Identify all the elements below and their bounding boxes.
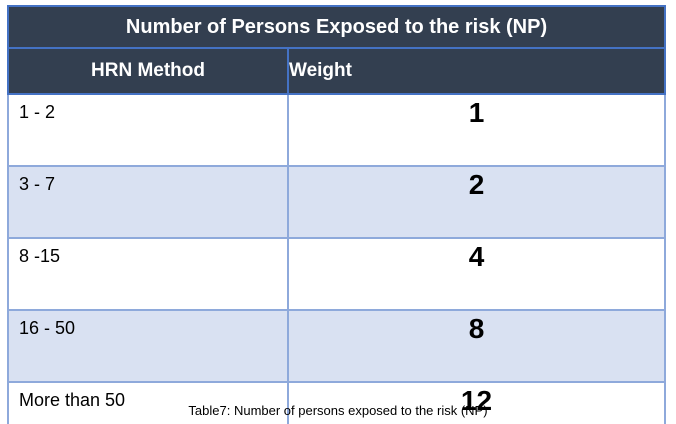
- table-row: 16 - 50 8: [7, 309, 667, 383]
- table-caption: Table7: Number of persons exposed to the…: [188, 403, 488, 418]
- table-row: 8 -15 4: [7, 237, 667, 311]
- column-header-hrn-method: HRN Method: [7, 47, 289, 95]
- table-header-row: HRN Method Weight: [7, 47, 667, 95]
- hrn-method-value: More than 50: [7, 381, 289, 424]
- weight-value: 1: [286, 93, 667, 167]
- weight-value: 8: [286, 309, 667, 383]
- weight-value: 4: [286, 237, 667, 311]
- weight-value: 12: [286, 381, 667, 424]
- hrn-method-value: 8 -15: [7, 237, 289, 311]
- hrn-method-value: 16 - 50: [7, 309, 289, 383]
- hrn-method-value: 1 - 2: [7, 93, 289, 167]
- weight-value: 2: [286, 165, 667, 239]
- np-table: Number of Persons Exposed to the risk (N…: [6, 5, 667, 424]
- table-row: More than 50 12: [7, 381, 667, 424]
- table-row: 1 - 2 1: [7, 93, 667, 167]
- table-title: Number of Persons Exposed to the risk (N…: [6, 5, 667, 49]
- column-header-weight: Weight: [286, 47, 667, 95]
- table-row: 3 - 7 2: [7, 165, 667, 239]
- table-title-row: Number of Persons Exposed to the risk (N…: [6, 5, 667, 49]
- hrn-method-value: 3 - 7: [7, 165, 289, 239]
